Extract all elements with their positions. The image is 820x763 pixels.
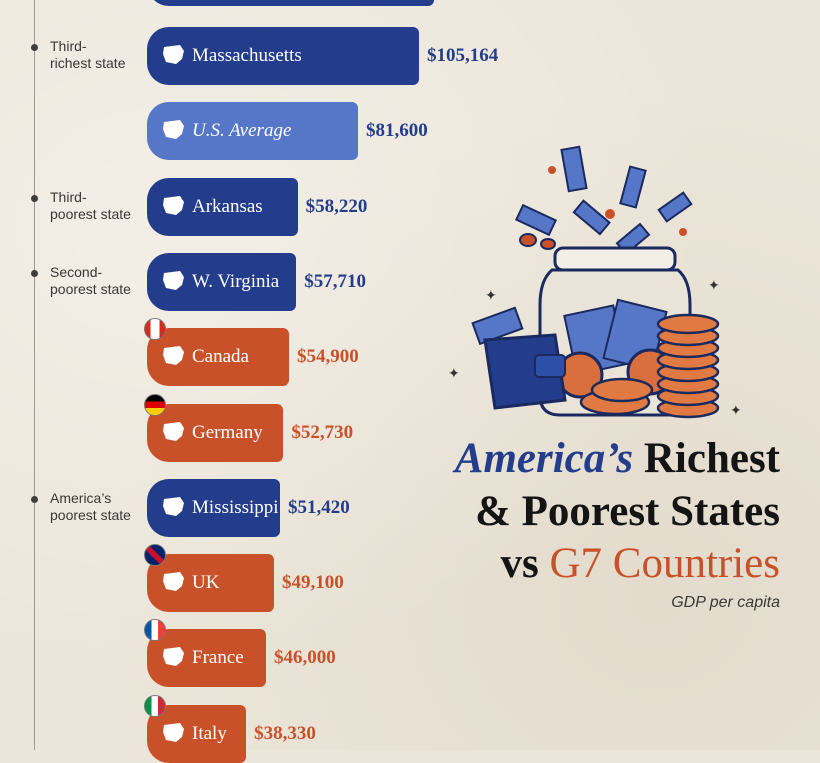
bar-label: France — [192, 647, 244, 669]
canada-map-icon — [163, 346, 184, 366]
value-label: $52,730 — [291, 421, 354, 443]
title-highlight-america: America’s — [454, 435, 634, 482]
uk-flag-icon — [144, 544, 166, 567]
annotation-label: Third-poorest state — [50, 188, 131, 222]
axis-dot — [31, 44, 38, 51]
annotation-label: Second-poorest state — [50, 263, 131, 297]
france-flag-icon — [144, 619, 166, 642]
mississippi-shape-icon — [163, 496, 184, 516]
svg-text:✦: ✦ — [485, 288, 497, 304]
bar-label: Italy — [192, 722, 227, 744]
massachusetts-shape-icon — [163, 45, 184, 64]
axis-dot — [31, 269, 38, 277]
annotation-label: America’s poorest state — [50, 489, 131, 523]
value-label: $105,164 — [427, 45, 499, 66]
bar-label: Massachusetts — [192, 45, 302, 66]
bar-uk: UK — [147, 554, 274, 613]
bar-label: Germany — [192, 421, 263, 443]
bar-label: UK — [192, 572, 220, 594]
italy-flag-icon — [144, 694, 166, 717]
bar-massachusetts: Massachusetts — [147, 27, 419, 85]
germany-map-icon — [163, 421, 184, 441]
flying-bills-icon — [514, 145, 693, 256]
axis-dot — [31, 194, 38, 202]
title-highlight-g7: G7 Countries — [549, 540, 780, 587]
bar-w-virginia: W. Virginia — [147, 252, 297, 311]
germany-flag-icon — [144, 393, 166, 416]
chart-title-line-1: America’s Richest — [455, 433, 780, 485]
bar-label: U.S. Average — [192, 120, 292, 142]
bar-label: Arkansas — [192, 195, 263, 217]
bar-canada: Canada — [147, 328, 289, 387]
bar-cut-off-top — [147, 0, 434, 6]
bar-label: W. Virginia — [192, 270, 280, 292]
uk-map-icon — [163, 572, 184, 592]
chart-subtitle: GDP per capita — [671, 594, 780, 611]
title-richest: Richest — [643, 435, 780, 482]
arkansas-shape-icon — [163, 195, 184, 215]
svg-text:✦: ✦ — [448, 366, 460, 382]
value-label: $54,900 — [296, 346, 359, 368]
france-map-icon — [163, 647, 184, 667]
money-jar-illustration: ✦ ✦ ✦ ✦ — [448, 145, 740, 419]
west-virginia-shape-icon — [163, 270, 184, 290]
axis-dot — [31, 495, 38, 503]
value-label: $38,330 — [254, 722, 316, 744]
chart-title-line-2: & Poorest States — [475, 488, 780, 535]
chart-title-line-3: vs G7 Countries — [500, 538, 780, 590]
bar-label: Mississippi — [192, 496, 279, 518]
bar-arkansas: Arkansas — [147, 177, 298, 236]
value-label: $58,220 — [305, 195, 368, 217]
bar-u-s-average: U.S. Average — [147, 102, 359, 161]
bar-germany: Germany — [147, 403, 284, 462]
value-label: $49,100 — [281, 572, 344, 594]
value-label: $81,600 — [366, 120, 428, 142]
bar-france: France — [147, 629, 266, 688]
canada-flag-icon — [144, 318, 166, 341]
timeline-axis — [34, 0, 35, 750]
bar-mississippi: Mississippi — [147, 478, 280, 537]
svg-text:✦: ✦ — [708, 278, 720, 294]
title-vs: vs — [500, 540, 539, 587]
value-label: $46,000 — [273, 647, 336, 669]
annotation-label: Third-richest state — [50, 38, 126, 71]
usa-map-icon — [163, 120, 184, 140]
italy-map-icon — [163, 722, 184, 742]
value-label: $57,710 — [304, 270, 366, 292]
coin-stack-icon — [579, 313, 720, 419]
value-label: $51,420 — [287, 496, 350, 518]
svg-text:✦: ✦ — [730, 403, 740, 419]
wallet-icon — [471, 306, 567, 410]
bar-label: Canada — [192, 346, 249, 368]
